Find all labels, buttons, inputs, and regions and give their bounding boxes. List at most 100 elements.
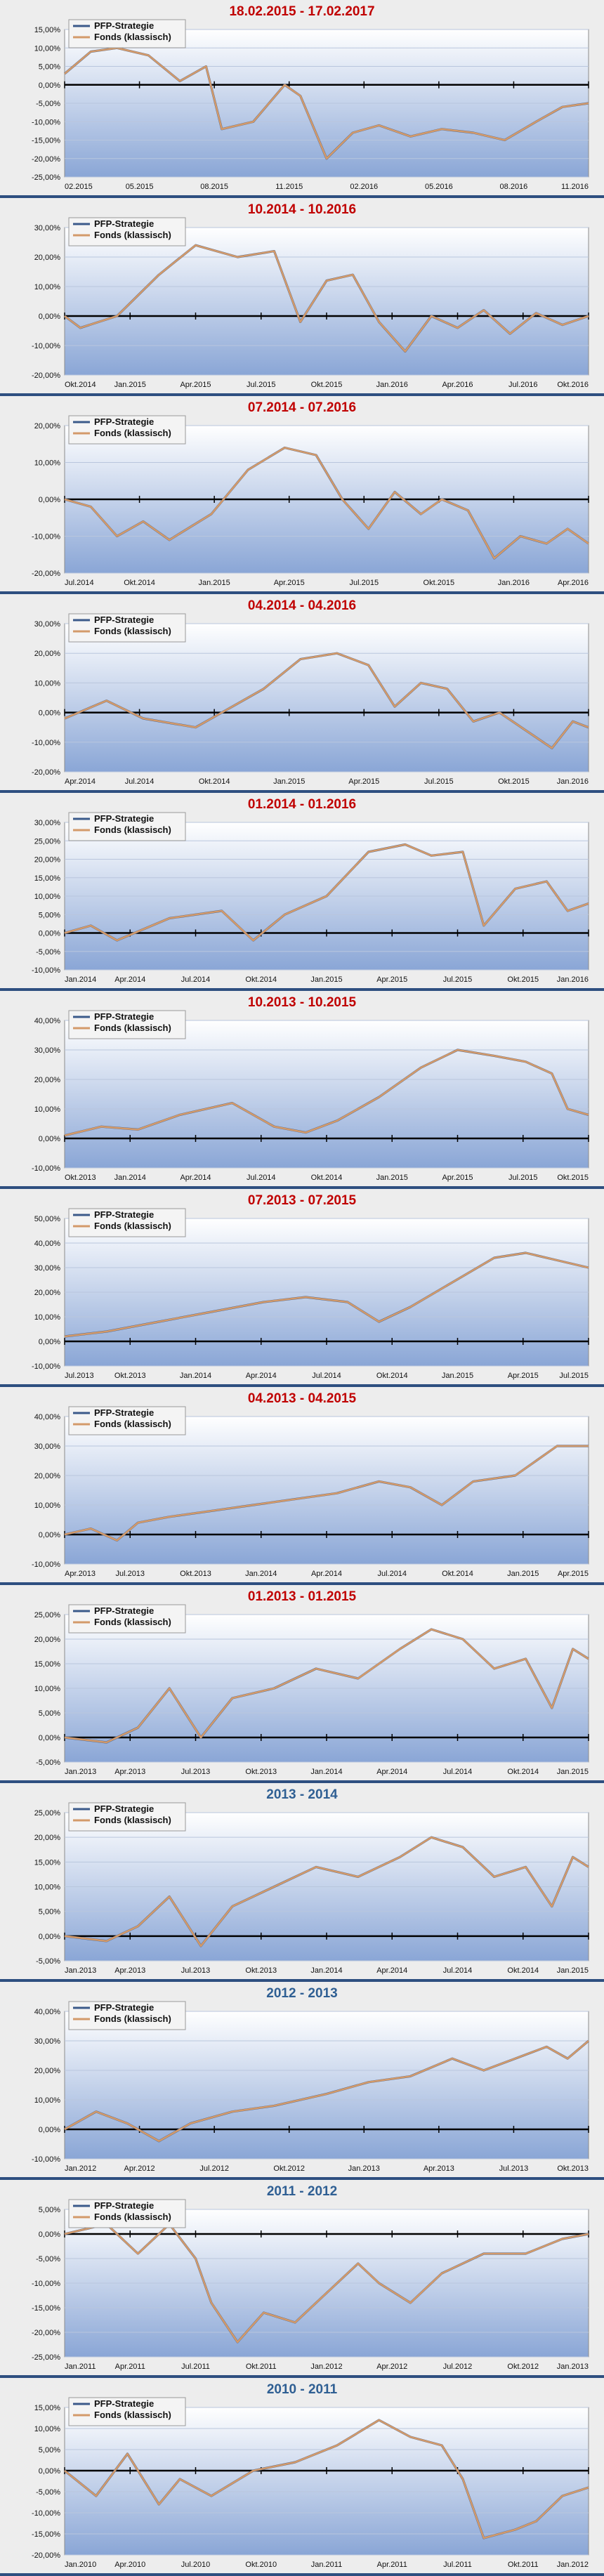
legend-box bbox=[68, 2397, 186, 2426]
y-tick-label: 5,00% bbox=[39, 911, 60, 919]
chart-title: 04.2013 - 04.2015 bbox=[247, 1391, 357, 1406]
y-tick-label: 30,00% bbox=[34, 224, 61, 232]
y-tick-label: 5,00% bbox=[39, 1709, 60, 1718]
legend-label: Fonds (klassisch) bbox=[94, 1419, 171, 1429]
y-tick-label: -10,00% bbox=[32, 966, 60, 975]
y-tick-label: 10,00% bbox=[34, 893, 61, 901]
y-tick-label: -20,00% bbox=[32, 768, 60, 777]
y-tick-label: -25,00% bbox=[32, 2353, 60, 2362]
legend-box bbox=[68, 1010, 186, 1039]
legend-box bbox=[68, 2199, 186, 2228]
y-tick-label: 15,00% bbox=[34, 1858, 61, 1867]
y-tick-label: 25,00% bbox=[34, 1611, 61, 1619]
legend-label: Fonds (klassisch) bbox=[94, 2013, 171, 2024]
x-tick-label: Okt.2014 bbox=[199, 777, 230, 786]
chart-title: 2010 - 2011 bbox=[266, 2382, 338, 2397]
y-tick-label: 20,00% bbox=[34, 2067, 61, 2075]
y-tick-label: 0,00% bbox=[39, 1338, 60, 1346]
chart-panel: 01.2014 - 01.2016 30,00% 25,00% 20,00% 15,00… bbox=[0, 793, 604, 991]
x-tick-label: Jan.2016 bbox=[557, 777, 589, 786]
x-tick-label: Okt.2012 bbox=[507, 2363, 539, 2371]
y-tick-label: 30,00% bbox=[34, 620, 61, 629]
chart-panel: 07.2014 - 07.2016 20,00% 10,00% 0,00% -10,00… bbox=[0, 396, 604, 594]
series-line-fund bbox=[64, 244, 589, 353]
x-tick-label: Jul.2010 bbox=[181, 2561, 211, 2569]
plot-area bbox=[64, 227, 589, 376]
legend-label: PFP-Strategie bbox=[94, 615, 154, 625]
x-tick-label: Jan.2011 bbox=[311, 2561, 342, 2569]
x-tick-label: Okt.2014 bbox=[124, 579, 155, 587]
y-tick-label: 30,00% bbox=[34, 1264, 61, 1273]
y-tick-label: 0,00% bbox=[39, 2230, 60, 2239]
chart-plot: 25,00% 20,00% 15,00% 10,00% 5,00% 0,00% -5,00%… bbox=[34, 1604, 589, 1776]
x-tick-label: Apr.2016 bbox=[558, 579, 589, 587]
x-tick-label: Okt.2011 bbox=[246, 2363, 277, 2371]
x-tick-label: Apr.2014 bbox=[376, 1768, 407, 1776]
y-tick-label: 0,00% bbox=[39, 1531, 60, 1539]
chart-panel: 2013 - 2014 25,00% 20,00% 15,00% 10,00% 5,00%… bbox=[0, 1783, 604, 1982]
legend-label: PFP-Strategie bbox=[94, 1209, 154, 1220]
y-tick-label: 20,00% bbox=[34, 650, 61, 658]
y-tick-label: 20,00% bbox=[34, 856, 61, 865]
series-line-fund bbox=[64, 843, 589, 942]
x-tick-label: Jan.2014 bbox=[114, 1174, 146, 1182]
series-line-fund bbox=[64, 1251, 589, 1338]
chart-title: 10.2014 - 10.2016 bbox=[247, 202, 357, 217]
y-tick-label: 5,00% bbox=[39, 1908, 60, 1917]
y-tick-label: 10,00% bbox=[34, 283, 61, 291]
x-tick-label: Jul.2014 bbox=[247, 1174, 276, 1182]
series-line-fund bbox=[64, 652, 589, 749]
x-tick-label: Jan.2014 bbox=[310, 1966, 342, 1975]
chart-title: 10.2013 - 10.2015 bbox=[247, 995, 357, 1010]
legend-box bbox=[68, 19, 186, 48]
x-tick-label: Jan.2015 bbox=[199, 579, 230, 587]
y-tick-label: 20,00% bbox=[34, 1289, 61, 1297]
chart-title: 07.2013 - 07.2015 bbox=[247, 1193, 357, 1208]
legend-label: Fonds (klassisch) bbox=[94, 1815, 171, 1825]
y-tick-label: 25,00% bbox=[34, 837, 61, 846]
x-tick-label: 08.2015 bbox=[200, 183, 228, 191]
x-tick-label: 05.2015 bbox=[126, 183, 154, 191]
x-tick-label: 08.2016 bbox=[500, 183, 528, 191]
x-tick-label: Apr.2014 bbox=[114, 975, 145, 984]
chart-panel: 07.2013 - 07.2015 50,00% 40,00% 30,00% 20,00… bbox=[0, 1189, 604, 1387]
y-tick-label: -10,00% bbox=[32, 1164, 60, 1173]
x-tick-label: 11.2016 bbox=[561, 183, 589, 191]
x-tick-label: Okt.2016 bbox=[557, 381, 589, 389]
chart-panel: 2011 - 2012 5,00% 0,00% -5,00% -10,00% -15,00… bbox=[0, 2180, 604, 2378]
legend-box bbox=[68, 613, 186, 643]
x-tick-label: Jan.2011 bbox=[65, 2363, 96, 2371]
series-line-fund bbox=[64, 1049, 589, 1137]
x-tick-label: Okt.2013 bbox=[65, 1174, 96, 1182]
x-tick-label: Apr.2015 bbox=[180, 381, 211, 389]
x-tick-label: Jul.2016 bbox=[508, 381, 538, 389]
x-tick-label: Apr.2015 bbox=[376, 975, 407, 984]
x-tick-label: Jul.2011 bbox=[181, 2363, 210, 2371]
x-tick-label: Okt.2013 bbox=[557, 2164, 589, 2173]
series-line-fund bbox=[64, 47, 589, 160]
x-tick-label: Jul.2014 bbox=[377, 1570, 407, 1578]
x-tick-label: Jan.2013 bbox=[348, 2164, 380, 2173]
y-tick-label: 10,00% bbox=[34, 2425, 61, 2433]
x-tick-label: Jul.2015 bbox=[508, 1174, 538, 1182]
chart-plot: 40,00% 30,00% 20,00% 10,00% 0,00% -10,00% Apr.… bbox=[32, 1406, 589, 1578]
x-tick-label: Jul.2013 bbox=[115, 1570, 145, 1578]
x-tick-label: Jul.2014 bbox=[443, 1966, 473, 1975]
chart-plot: 30,00% 25,00% 20,00% 15,00% 10,00% 5,00% 0,00%… bbox=[32, 812, 589, 984]
y-tick-label: 10,00% bbox=[34, 1685, 61, 1693]
x-tick-label: Apr.2010 bbox=[114, 2561, 145, 2569]
y-tick-label: -15,00% bbox=[32, 2530, 60, 2539]
y-tick-label: 10,00% bbox=[34, 1501, 61, 1510]
x-tick-label: Jan.2014 bbox=[310, 1768, 342, 1776]
chart-plot: 15,00% 10,00% 5,00% 0,00% -5,00% -10,00% -15,0… bbox=[32, 2397, 589, 2569]
y-tick-label: 15,00% bbox=[34, 26, 61, 34]
y-tick-label: 20,00% bbox=[34, 1636, 61, 1644]
legend-label: PFP-Strategie bbox=[94, 20, 154, 31]
y-tick-label: -20,00% bbox=[32, 372, 60, 380]
x-tick-label: Jul.2012 bbox=[199, 2164, 229, 2173]
chart-title: 2013 - 2014 bbox=[266, 1787, 338, 1802]
x-tick-label: Okt.2010 bbox=[245, 2561, 277, 2569]
x-tick-label: Okt.2014 bbox=[442, 1570, 473, 1578]
y-tick-label: 0,00% bbox=[39, 1933, 60, 1941]
legend-label: PFP-Strategie bbox=[94, 813, 154, 824]
